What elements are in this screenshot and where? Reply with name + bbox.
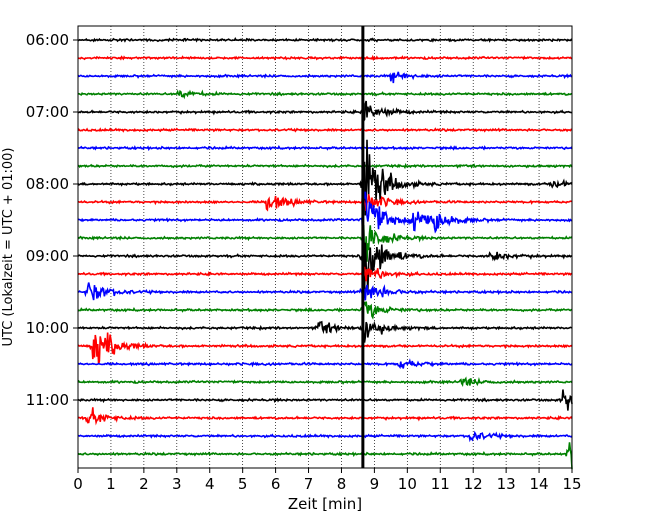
seismic-trace xyxy=(77,127,573,133)
plot-frame xyxy=(77,25,573,469)
y-axis-label: UTC (Lokalzeit = UTC + 01:00) xyxy=(1,148,16,347)
seismic-trace xyxy=(77,190,573,241)
seismic-trace xyxy=(77,301,573,320)
seismic-trace xyxy=(77,89,572,100)
seismic-trace xyxy=(77,139,573,216)
seismic-trace xyxy=(77,259,573,282)
seismic-trace xyxy=(77,332,573,365)
seismic-trace xyxy=(77,54,573,61)
x-tick-label: 10 xyxy=(398,475,417,493)
x-tick-label: 0 xyxy=(73,475,83,493)
seismic-trace xyxy=(77,37,573,43)
x-tick-label: 12 xyxy=(464,475,483,493)
x-tick-label: 3 xyxy=(172,475,182,493)
y-axis-ticks: 06:00 07:00 08:00 09:00 10:00 11:00 xyxy=(26,31,78,409)
seismic-trace xyxy=(77,389,573,411)
x-axis-ticks: 0 1 2 3 4 5 6 7 8 9 10 11 12 13 14 15 xyxy=(73,468,582,493)
x-tick-label: 15 xyxy=(562,475,581,493)
seismic-trace xyxy=(77,100,573,123)
x-tick-label: 14 xyxy=(530,475,549,493)
seismic-trace xyxy=(77,162,573,170)
y-tick-label: 10:00 xyxy=(26,319,69,337)
y-tick-label: 07:00 xyxy=(26,103,69,121)
trace-group xyxy=(77,37,573,470)
seismic-trace xyxy=(77,188,573,212)
y-tick-label: 11:00 xyxy=(26,391,69,409)
seismic-trace xyxy=(77,358,573,370)
x-tick-label: 11 xyxy=(431,475,450,493)
x-tick-label: 5 xyxy=(238,475,248,493)
x-tick-label: 8 xyxy=(337,475,347,493)
y-tick-label: 06:00 xyxy=(26,31,69,49)
x-tick-label: 9 xyxy=(370,475,380,493)
x-tick-label: 4 xyxy=(205,475,215,493)
seismic-trace xyxy=(77,407,573,426)
x-tick-label: 2 xyxy=(139,475,149,493)
seismic-trace xyxy=(77,442,573,470)
seismic-trace xyxy=(77,282,573,301)
x-tick-label: 7 xyxy=(304,475,314,493)
x-tick-label: 6 xyxy=(271,475,281,493)
y-tick-label: 09:00 xyxy=(26,247,69,265)
seismic-trace xyxy=(77,71,573,84)
x-tick-label: 13 xyxy=(497,475,516,493)
x-tick-label: 1 xyxy=(106,475,116,493)
grid-lines xyxy=(110,26,540,468)
y-tick-label: 08:00 xyxy=(26,175,69,193)
seismic-trace xyxy=(77,145,573,152)
seismic-trace xyxy=(77,320,573,343)
seismic-trace xyxy=(77,229,573,297)
seismic-trace xyxy=(77,376,573,387)
seismic-trace xyxy=(77,430,573,443)
seismic-trace xyxy=(77,224,573,262)
x-axis-label: Zeit [min] xyxy=(288,495,362,513)
